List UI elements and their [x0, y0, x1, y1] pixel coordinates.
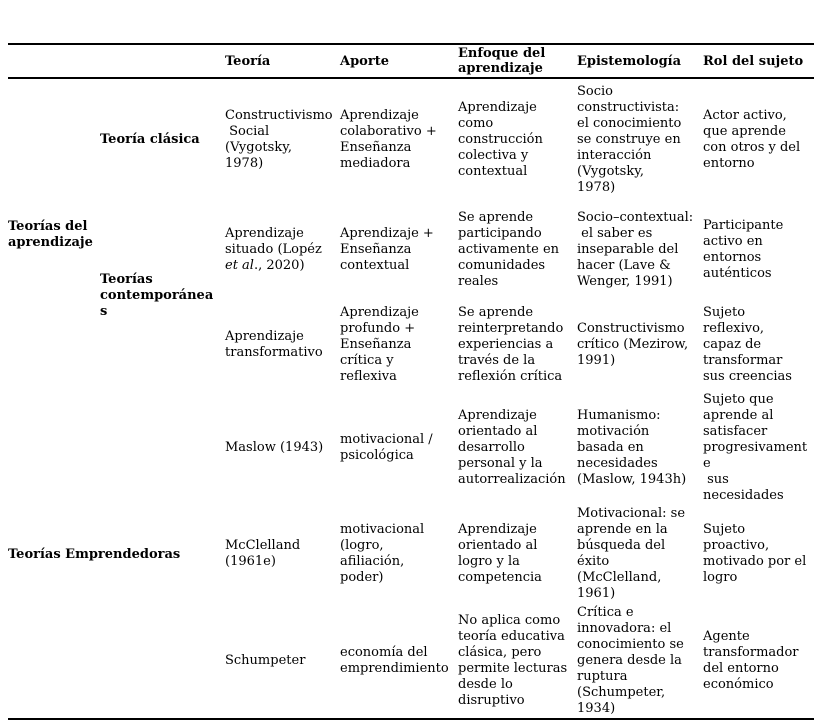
- table-row: McClelland (1961e) motivacional (logro, …: [8, 505, 814, 603]
- cell-teoria: McClelland (1961e): [225, 538, 301, 569]
- cell-enfoque: Aprendizaje orientado al desarrollo pers…: [458, 408, 566, 487]
- cell-teoria-text: Aprendizaje situado (Lopéz: [225, 225, 322, 257]
- cell-rol: Sujeto reflexivo, capaz de transformar s…: [703, 304, 792, 384]
- cell-enfoque: Se aprende reinterpretando experiencias …: [458, 304, 564, 384]
- col-header-rol: Rol del sujeto: [703, 53, 804, 69]
- cell-teoria-year: ., 2020): [253, 257, 305, 273]
- cell-rol: Sujeto que aprende al satisfacer progres…: [703, 392, 808, 503]
- cell-teoria: Aprendizaje situado (Lopéz et al., 2020): [225, 201, 340, 298]
- cell-teoria: Schumpeter: [225, 652, 306, 668]
- row-group-teorias-emprendedoras: Teorías Emprendedoras: [8, 546, 181, 562]
- cell-rol: Sujeto proactivo, motivado por el logro: [703, 522, 807, 585]
- cell-enfoque: Aprendizaje como construcción colectiva …: [458, 100, 543, 179]
- table-row: Aprendizaje transformativo Aprendizaje p…: [8, 298, 814, 391]
- cell-epistemologia: Socio–contextual: el saber es inseparabl…: [577, 209, 694, 289]
- cell-epistemologia: Socio constructivista: el conocimiento s…: [577, 84, 682, 195]
- cell-rol: Participante activo en entornos auténtic…: [703, 217, 784, 281]
- cell-epistemologia: Crítica e innovadora: el conocimiento se…: [577, 604, 684, 716]
- cell-epistemologia: Motivacional: se aprende en la búsqueda …: [577, 506, 686, 601]
- row-subgroup-teoria-clasica: Teoría clásica: [100, 132, 200, 147]
- table-row: Teorías Emprendedoras Maslow (1943) moti…: [8, 391, 814, 562]
- table-row: Schumpeter economía del emprendimiento N…: [8, 603, 814, 719]
- cell-teoria: Constructivismo Social (Vygotsky, 1978): [225, 108, 333, 171]
- cell-enfoque: Se aprende participando activamente en c…: [458, 209, 560, 289]
- cell-enfoque: No aplica como teoría educativa clásica,…: [458, 612, 568, 708]
- col-header-teoria: Teoría: [225, 53, 271, 69]
- row-group-teorias-del-aprendizaje: Teorías del aprendizaje: [8, 219, 93, 250]
- cell-aporte: motivacional / psicológica: [340, 432, 433, 463]
- header-row: Teoría Aporte Enfoque del aprendizaje Ep…: [8, 44, 814, 78]
- cell-aporte: Aprendizaje + Enseñanza contextual: [340, 225, 434, 273]
- table-row: Teorías del aprendizaje Teoría clásica C…: [8, 78, 814, 250]
- cell-epistemologia: Constructivismo crítico (Mezirow, 1991): [577, 320, 689, 368]
- cell-enfoque: Aprendizaje orientado al logro y la comp…: [458, 522, 542, 585]
- cell-teoria: Aprendizaje transformativo: [225, 328, 323, 360]
- cell-aporte: Aprendizaje profundo + Enseñanza crítica…: [340, 304, 419, 384]
- learning-theories-table: Teoría Aporte Enfoque del aprendizaje Ep…: [8, 43, 814, 720]
- row-subgroup-teorias-contemporaneas: Teorías contemporáneas: [100, 272, 214, 319]
- cell-teoria-etal: et al: [225, 257, 254, 273]
- cell-aporte: Aprendizaje colaborativo + Enseñanza med…: [340, 108, 437, 171]
- cell-teoria: Maslow (1943): [225, 440, 324, 455]
- table-row: Teorías contemporáneas Aprendizaje situa…: [8, 201, 814, 320]
- cell-aporte: economía del emprendimiento: [340, 644, 449, 676]
- col-header-enfoque: Enfoque del aprendizaje: [458, 46, 546, 76]
- cell-rol: Actor activo, que aprende con otros y de…: [703, 108, 801, 171]
- col-header-epistemologia: Epistemología: [577, 53, 682, 69]
- col-header-aporte: Aporte: [340, 53, 389, 69]
- cell-aporte: motivacional (logro, afiliación, poder): [340, 522, 425, 585]
- col-header-empty: [8, 44, 225, 78]
- cell-epistemologia: Humanismo: motivación basada en necesida…: [577, 408, 687, 487]
- cell-rol: Agente transformador del entorno económi…: [703, 628, 799, 692]
